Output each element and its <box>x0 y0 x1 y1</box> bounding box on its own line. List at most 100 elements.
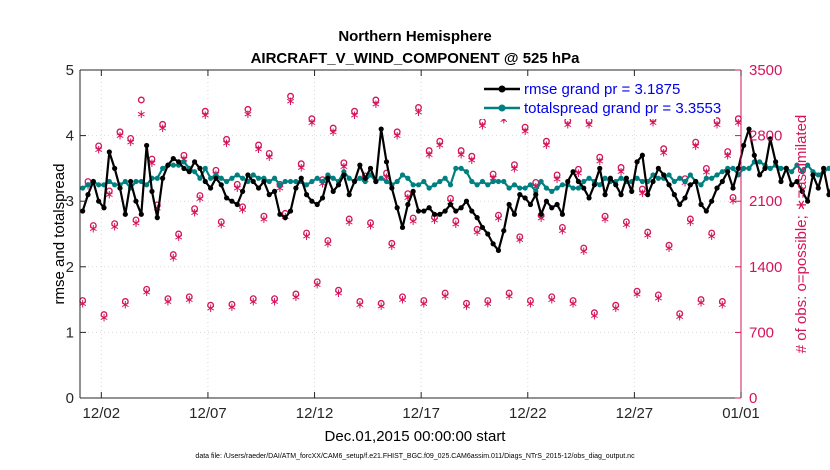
obs-possible-marker <box>489 170 497 178</box>
obs-possible-marker <box>137 96 145 104</box>
obs-possible-marker <box>505 289 513 297</box>
obs-possible-marker <box>548 293 556 301</box>
obs-assimilated-marker: ∗ <box>637 186 647 200</box>
point-rmse <box>623 175 629 181</box>
obs-possible-marker <box>393 128 401 136</box>
obs-possible-marker <box>180 151 188 159</box>
y-axis-label-left: rmse and totalspread <box>51 164 68 305</box>
point-totalspread <box>479 178 486 185</box>
obs-possible-marker <box>111 220 119 228</box>
obs-assimilated-marker: ∗ <box>424 147 434 161</box>
point-rmse <box>517 192 523 198</box>
point-rmse <box>245 172 251 178</box>
point-rmse <box>223 195 230 201</box>
point-totalspread <box>421 178 427 185</box>
point-totalspread <box>346 175 352 181</box>
point-totalspread <box>687 172 693 178</box>
obs-possible-marker <box>191 205 199 213</box>
point-totalspread <box>463 169 470 175</box>
point-rmse <box>634 159 640 165</box>
obs-assimilated-marker: ∗ <box>190 206 200 220</box>
point-rmse <box>575 178 582 185</box>
obs-possible-marker <box>660 145 668 153</box>
obs-possible-marker <box>718 298 726 305</box>
point-rmse <box>474 215 480 221</box>
x-tick-label: 12/12 <box>296 405 334 422</box>
obs-assimilated-marker: ∗ <box>515 233 525 247</box>
y-tick-label-left: 0 <box>66 390 74 407</box>
obs-assimilated-marker: ∗ <box>142 285 152 299</box>
point-rmse <box>85 192 91 198</box>
point-totalspread <box>597 182 603 188</box>
obs-possible-marker <box>415 104 422 111</box>
obs-possible-marker <box>377 299 385 307</box>
obs-assimilated-marker: ∗ <box>302 229 312 243</box>
point-totalspread <box>655 175 661 181</box>
point-rmse <box>186 169 192 175</box>
legend-box <box>480 77 716 119</box>
obs-possible-marker <box>532 179 540 186</box>
point-rmse <box>160 175 166 181</box>
obs-assimilated-marker: ∗ <box>451 217 461 231</box>
point-rmse <box>533 192 539 198</box>
obs-possible-marker <box>526 297 534 304</box>
point-rmse <box>447 201 454 208</box>
point-totalspread <box>415 182 422 188</box>
obs-possible-marker <box>409 214 417 222</box>
obs-assimilated-marker: ∗ <box>499 113 509 127</box>
obs-possible-marker <box>724 148 732 155</box>
x-tick-label: 12/02 <box>83 405 121 422</box>
point-totalspread <box>112 182 118 188</box>
obs-assimilated-marker: ∗ <box>723 148 733 162</box>
obs-possible-marker <box>164 295 172 303</box>
point-rmse <box>303 192 310 198</box>
obs-possible-marker <box>676 310 684 318</box>
point-rmse <box>527 201 534 208</box>
x-tick-label: 01/01 <box>722 405 760 422</box>
obs-possible-marker <box>425 147 433 155</box>
obs-assimilated-marker: ∗ <box>147 156 157 170</box>
point-rmse <box>266 192 272 198</box>
obs-markers: ∗ ∗ ∗ ∗ ∗ ∗ ∗ ∗ ∗ ∗ ∗ ∗ ∗ ∗ ∗ ∗ ∗ ∗ ∗ ∗ ∗ ∗ ∗ ∗ ∗ ∗ ∗ ∗ ∗ ∗ ∗ ∗ ∗ ∗ ∗ ∗ ∗ ∗ ∗ ∗… <box>78 92 743 324</box>
point-rmse <box>650 178 656 185</box>
point-rmse <box>485 231 491 237</box>
obs-possible-marker <box>292 290 300 298</box>
point-totalspread <box>634 175 640 181</box>
point-rmse <box>677 201 683 208</box>
point-rmse <box>826 192 830 198</box>
obs-assimilated-marker: ∗ <box>94 143 104 157</box>
obs-possible-marker <box>95 142 103 150</box>
obs-possible-marker <box>228 300 236 308</box>
point-totalspread <box>767 165 773 171</box>
point-totalspread <box>399 172 406 178</box>
point-rmse <box>495 247 502 253</box>
point-totalspread <box>527 182 534 188</box>
obs-assimilated-marker: ∗ <box>115 129 125 143</box>
obs-possible-marker <box>452 217 460 225</box>
point-rmse <box>714 185 720 191</box>
point-rmse <box>661 172 667 178</box>
obs-assimilated-marker: ∗ <box>168 250 178 264</box>
obs-possible-marker <box>132 216 140 224</box>
point-totalspread <box>458 165 464 171</box>
obs-possible-marker <box>185 293 193 301</box>
obs-assimilated-marker: ∗ <box>227 300 237 314</box>
point-totalspread <box>138 178 144 185</box>
obs-assimilated-marker: ∗ <box>184 293 194 307</box>
obs-possible-marker <box>665 241 673 249</box>
obs-possible-marker <box>116 128 124 136</box>
obs-assimilated-marker: ∗ <box>403 191 413 205</box>
point-rmse <box>559 211 566 217</box>
point-totalspread <box>309 178 315 185</box>
point-totalspread <box>511 182 518 188</box>
point-rmse <box>218 182 224 188</box>
obs-possible-marker <box>217 218 225 226</box>
point-totalspread <box>442 175 448 181</box>
point-rmse <box>698 201 704 208</box>
point-totalspread <box>586 175 592 181</box>
point-rmse <box>154 215 160 221</box>
point-totalspread <box>581 178 587 185</box>
point-rmse <box>725 169 731 175</box>
obs-assimilated-marker: ∗ <box>701 165 711 179</box>
point-rmse <box>346 192 352 198</box>
